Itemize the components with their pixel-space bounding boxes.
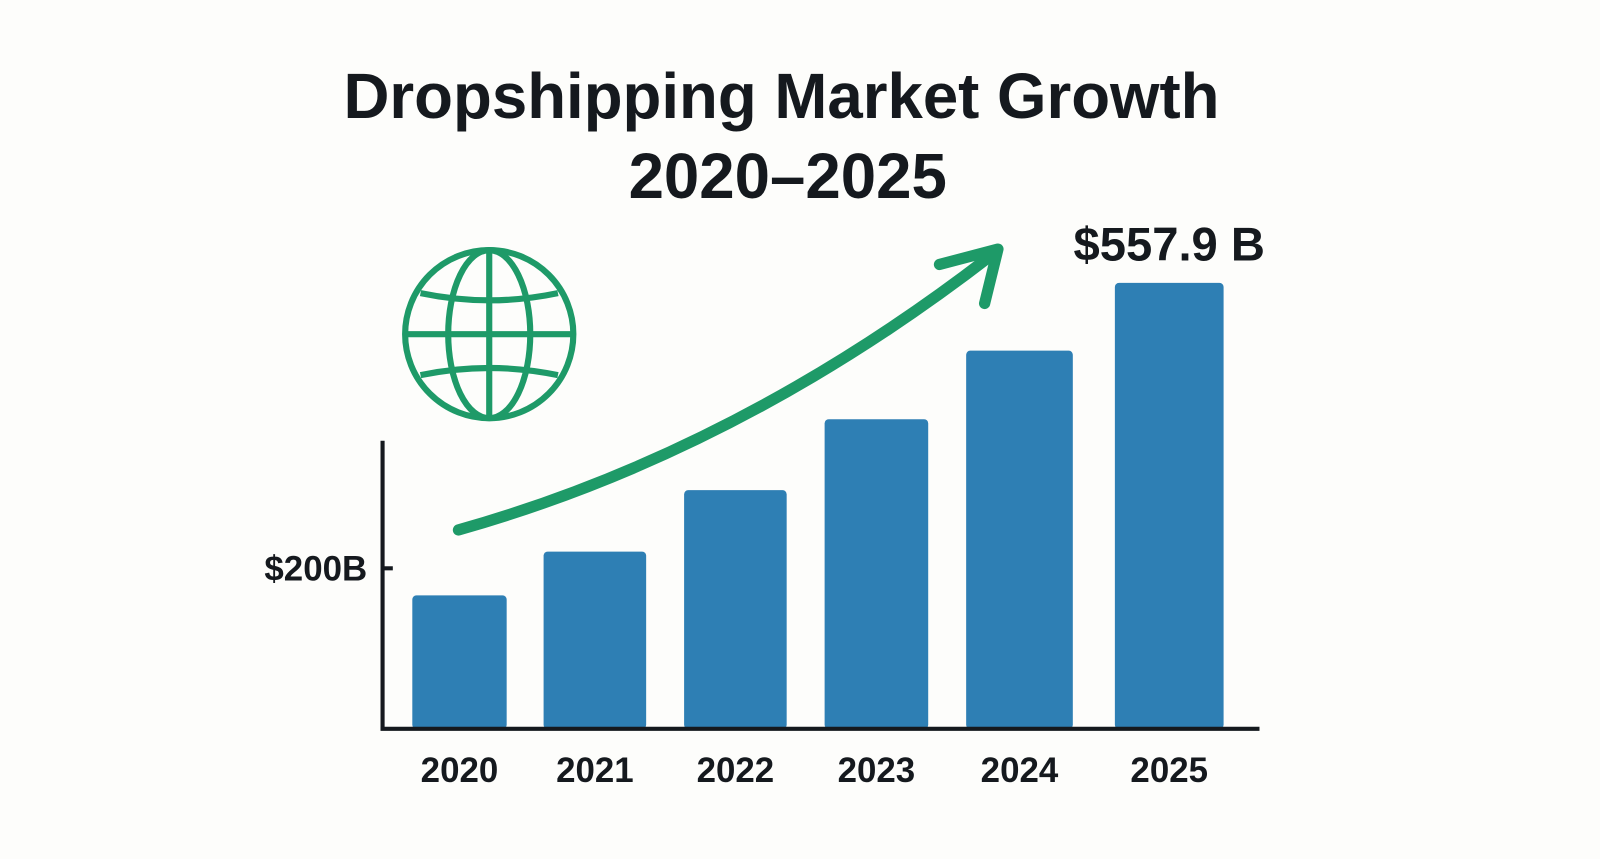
bar-2024 [966, 350, 1073, 729]
y-tick-label: $200B [264, 550, 367, 589]
x-tick-label: 2025 [1130, 751, 1208, 790]
bar-2023 [824, 419, 929, 729]
chart-title: Dropshipping Market Growth [344, 61, 1220, 132]
trend-arrow-icon [452, 243, 1004, 536]
x-tick-label: 2024 [981, 751, 1059, 790]
bars-group [412, 282, 1224, 729]
globe-icon [402, 247, 577, 422]
bar-2021 [543, 551, 647, 729]
x-tick-label: 2021 [556, 751, 634, 790]
x-tick-label: 2023 [838, 751, 916, 790]
chart-subtitle: 2020–2025 [629, 141, 947, 212]
x-tick-label: 2022 [697, 751, 775, 790]
data-label-2025: $557.9 B [1074, 217, 1265, 270]
bar-2025 [1114, 282, 1224, 729]
x-tick-label: 2020 [421, 751, 499, 790]
bar-2020 [412, 595, 507, 729]
bar-2022 [684, 490, 787, 729]
